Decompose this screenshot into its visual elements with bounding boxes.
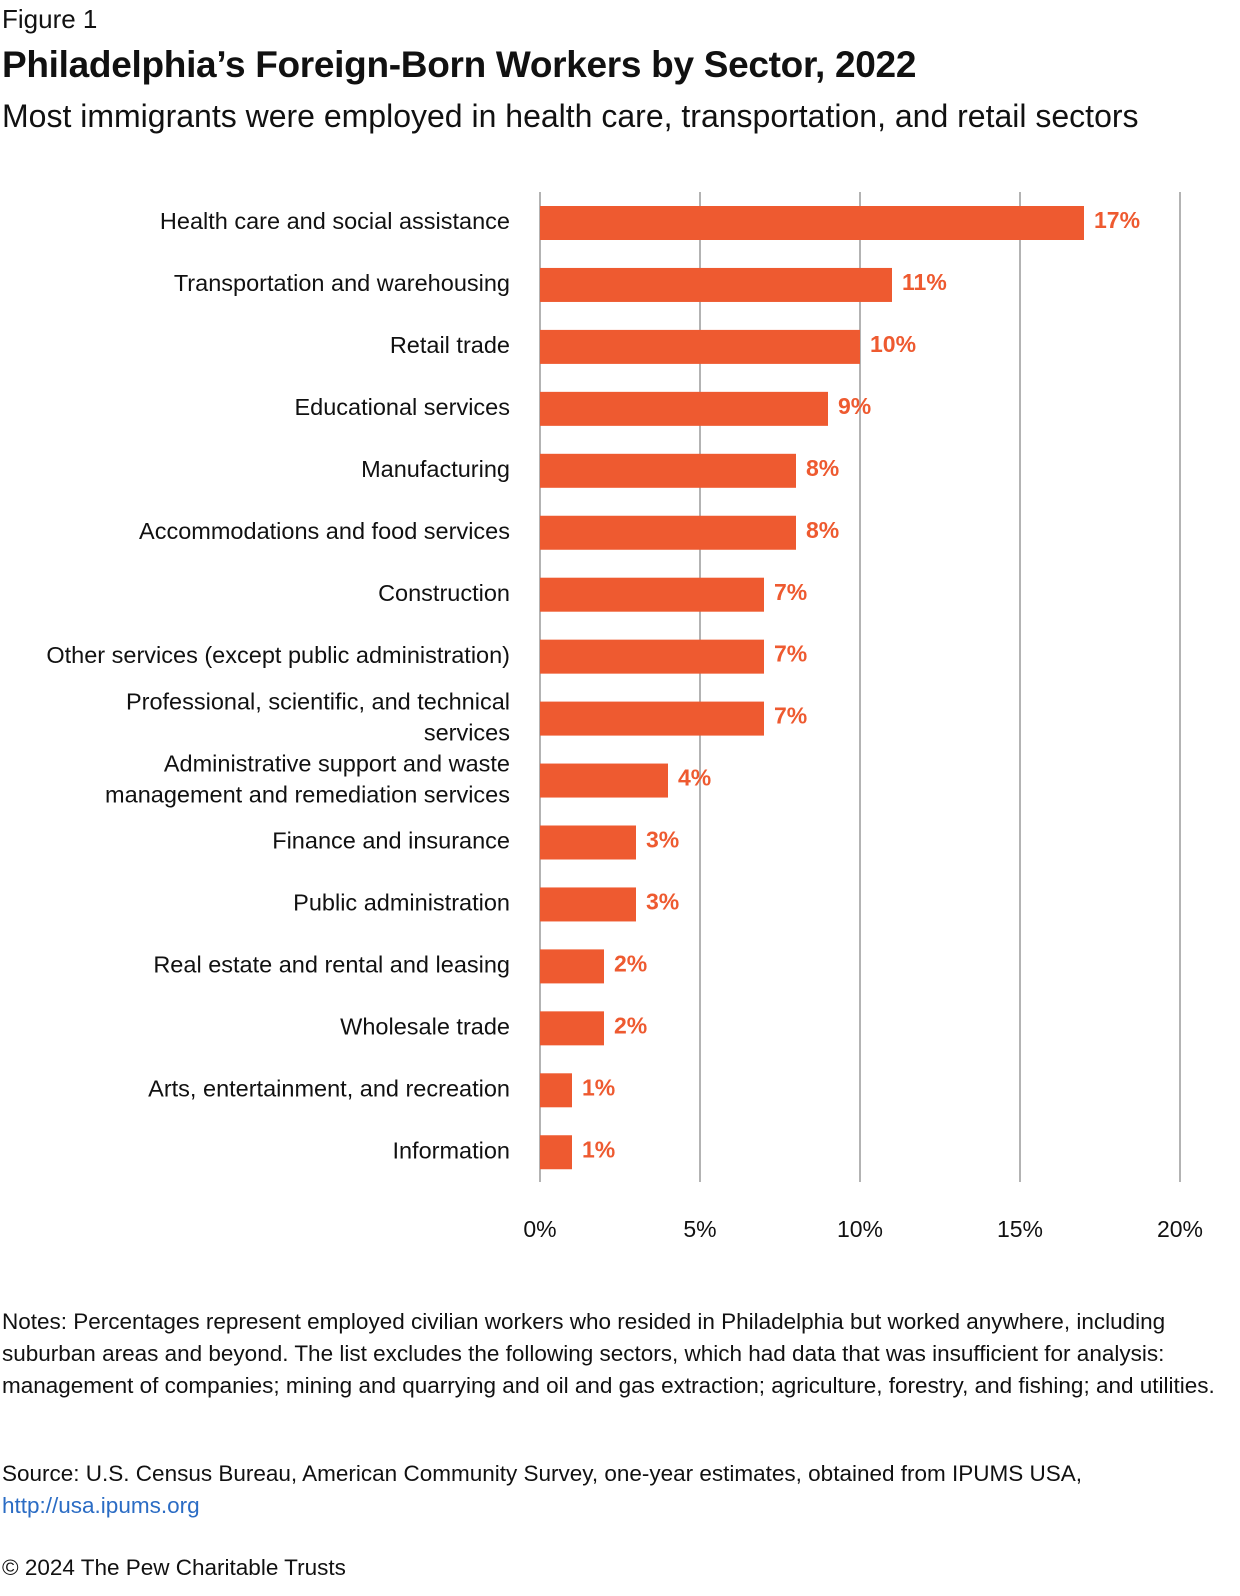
value-label: 10% bbox=[870, 331, 916, 357]
copyright: © 2024 The Pew Charitable Trusts bbox=[2, 1555, 346, 1580]
value-label: 4% bbox=[678, 765, 711, 791]
value-label: 7% bbox=[774, 703, 807, 729]
category-label: Finance and insurance bbox=[272, 828, 510, 854]
value-label: 7% bbox=[774, 579, 807, 605]
bar bbox=[540, 267, 892, 302]
category-label-line: Construction bbox=[378, 580, 510, 606]
category-label-line: Real estate and rental and leasing bbox=[153, 952, 510, 978]
bar bbox=[540, 701, 764, 736]
category-label: Other services (except public administra… bbox=[46, 642, 510, 668]
value-label: 2% bbox=[614, 1012, 647, 1038]
category-label: Public administration bbox=[293, 890, 510, 916]
category-label-line: services bbox=[424, 719, 510, 745]
category-label: Arts, entertainment, and recreation bbox=[148, 1076, 510, 1102]
value-label: 3% bbox=[646, 827, 679, 853]
bar bbox=[540, 949, 604, 984]
bar bbox=[540, 515, 796, 550]
category-label-line: Professional, scientific, and technical bbox=[126, 688, 510, 714]
category-label: Administrative support and waste manageme… bbox=[105, 750, 510, 807]
bars bbox=[540, 206, 1084, 1170]
category-label: Retail trade bbox=[390, 332, 510, 358]
bar bbox=[540, 825, 636, 860]
category-label-line: Administrative support and waste bbox=[164, 750, 510, 776]
bar bbox=[540, 887, 636, 922]
bar bbox=[540, 763, 668, 798]
category-label: Manufacturing bbox=[361, 456, 510, 482]
bar bbox=[540, 577, 764, 612]
x-tick-label: 10% bbox=[837, 1216, 883, 1242]
category-label-line: Information bbox=[392, 1137, 510, 1163]
category-label-line: Manufacturing bbox=[361, 456, 510, 482]
figure-label: Figure 1 bbox=[2, 4, 98, 34]
value-label: 7% bbox=[774, 641, 807, 667]
bar bbox=[540, 1073, 572, 1108]
bar bbox=[540, 453, 796, 488]
value-label: 8% bbox=[806, 517, 839, 543]
category-label-line: Educational services bbox=[294, 394, 510, 420]
chart-title: Philadelphia’s Foreign-Born Workers by S… bbox=[2, 44, 917, 85]
category-label-line: Finance and insurance bbox=[272, 828, 510, 854]
source-text: Source: U.S. Census Bureau, American Com… bbox=[2, 1461, 1083, 1486]
x-tick-label: 0% bbox=[523, 1216, 556, 1242]
bar-chart: Health care and social assistance Transpo… bbox=[46, 192, 1203, 1242]
source-link[interactable]: http://usa.ipums.org bbox=[2, 1493, 200, 1518]
category-label: Educational services bbox=[294, 394, 510, 420]
value-label: 17% bbox=[1094, 207, 1140, 233]
category-label-line: Wholesale trade bbox=[340, 1014, 510, 1040]
x-tick-label: 5% bbox=[683, 1216, 716, 1242]
value-label: 2% bbox=[614, 950, 647, 976]
x-tick-label: 15% bbox=[997, 1216, 1043, 1242]
value-label: 1% bbox=[582, 1074, 615, 1100]
value-label: 11% bbox=[902, 269, 947, 295]
category-label: Real estate and rental and leasing bbox=[153, 952, 510, 978]
category-label-line: Accommodations and food services bbox=[139, 518, 510, 544]
value-label: 1% bbox=[582, 1136, 615, 1162]
category-labels: Health care and social assistance Transpo… bbox=[46, 208, 510, 1163]
category-label-line: management and remediation services bbox=[105, 781, 510, 807]
x-tick-label: 20% bbox=[1157, 1216, 1203, 1242]
bar bbox=[540, 206, 1084, 240]
category-label: Health care and social assistance bbox=[160, 208, 510, 234]
chart-notes: Notes: Percentages represent employed ci… bbox=[2, 1309, 1215, 1398]
bar bbox=[540, 1135, 572, 1170]
chart-subtitle: Most immigrants were employed in health … bbox=[2, 98, 1139, 134]
x-axis-ticks: 0% 5% 10% 15% 20% bbox=[523, 1216, 1203, 1242]
category-label-line: Other services (except public administra… bbox=[46, 642, 510, 668]
bar bbox=[540, 329, 860, 364]
category-label-line: Arts, entertainment, and recreation bbox=[148, 1076, 510, 1102]
bar bbox=[540, 639, 764, 674]
category-label-line: Retail trade bbox=[390, 332, 510, 358]
category-label: Construction bbox=[378, 580, 510, 606]
bar bbox=[540, 1011, 604, 1046]
category-label: Wholesale trade bbox=[340, 1014, 510, 1040]
value-label: 9% bbox=[838, 393, 871, 419]
category-label: Professional, scientific, and technical s… bbox=[126, 688, 510, 745]
category-label: Transportation and warehousing bbox=[174, 270, 510, 296]
category-label-line: Transportation and warehousing bbox=[174, 270, 510, 296]
value-labels: 17% 11% 10% 9% 8% 8% 7% 7% 7% 4% 3% 3% 2% 2% 1% 1% bbox=[582, 207, 1140, 1162]
value-label: 3% bbox=[646, 889, 679, 915]
bar bbox=[540, 391, 828, 426]
chart-source: Source: U.S. Census Bureau, American Com… bbox=[2, 1458, 1232, 1522]
category-label: Accommodations and food services bbox=[139, 518, 510, 544]
category-label: Information bbox=[392, 1137, 510, 1163]
value-label: 8% bbox=[806, 455, 839, 481]
category-label-line: Public administration bbox=[293, 890, 510, 916]
category-label-line: Health care and social assistance bbox=[160, 208, 510, 234]
